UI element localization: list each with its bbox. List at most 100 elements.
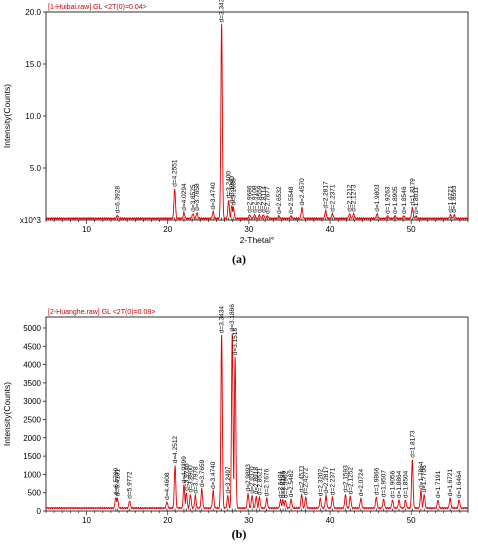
peak-label: d=2.6532 xyxy=(276,186,283,214)
peak-label: d=1.9803 xyxy=(374,184,381,212)
peak-label: d=2.6185 xyxy=(280,470,287,498)
peak-label: d=1.6721 xyxy=(447,469,454,497)
peak-label: d=4.2551 xyxy=(172,159,179,187)
peak-label: d=1.9866 xyxy=(373,467,380,495)
y-tick-label: 4000 xyxy=(23,361,41,370)
peak-label: d=1.9056 xyxy=(390,470,397,498)
chart-header: [2-Huanghe.raw] GL <2T(0)=0.08> xyxy=(48,309,155,316)
peak-label: d=1.6464 xyxy=(456,470,463,498)
y-tick-label: 4500 xyxy=(23,342,41,351)
peak-label: d=1.6721 xyxy=(448,185,455,213)
x-tick-label: 10 xyxy=(82,516,91,525)
peak-label: d=2.1273 xyxy=(351,184,358,212)
x-tick-label: 20 xyxy=(163,516,172,525)
peak-label: d=3.7978 xyxy=(192,466,199,494)
y-tick-label: 15.0 xyxy=(25,60,41,69)
peak-label: d=2.4571 xyxy=(299,465,306,493)
peak-label: d=5.9772 xyxy=(127,471,134,499)
diffraction-pattern-line xyxy=(45,23,469,221)
x-tick-label: 40 xyxy=(326,516,335,525)
peak-label: d=2.5482 xyxy=(288,470,295,498)
peak-label: d=4.0294 xyxy=(181,183,188,211)
peak-label: d=2.9893 xyxy=(245,464,252,492)
peak-label: d=2.9370 xyxy=(249,466,256,494)
peak-label: d=2.4272 xyxy=(303,467,310,495)
x-tick-label: 20 xyxy=(163,225,172,234)
peak-label: d=2.5962 xyxy=(282,470,289,498)
peak-label: d=1.6593 xyxy=(451,185,458,213)
panel-b: [2-Huanghe.raw] GL <2T(0)=0.08> 0 500 1000 1… xyxy=(0,275,478,550)
peak-label: d=1.7864 xyxy=(418,461,425,489)
peak-label: d=2.2371 xyxy=(329,467,336,495)
x-axis-title: 2-Thetal° xyxy=(240,235,275,245)
y-tick-label: 20.0 xyxy=(25,8,41,17)
peak-label: d=2.8114 xyxy=(260,186,267,213)
peak-label: d=2.8918 xyxy=(253,467,260,495)
peak-label: d=3.8900 xyxy=(187,465,194,493)
peak-label: d=2.7676 xyxy=(264,469,271,497)
panel-label-a: (a) xyxy=(232,252,246,266)
peak-label: d=2.2371 xyxy=(329,184,336,212)
y-tick-label: 3000 xyxy=(23,397,41,406)
x-tick-label: 30 xyxy=(244,516,253,525)
x-tick-label: 10 xyxy=(82,225,91,234)
diffraction-pattern-line xyxy=(45,333,469,510)
peak-label: d=2.2817 xyxy=(323,466,330,494)
peak-label: d=3.3434 xyxy=(219,0,226,22)
peak-label: d=2.6401 xyxy=(278,470,285,498)
peak-label: d=2.1252 xyxy=(347,467,354,495)
peak-label: d=1.8179 xyxy=(409,178,416,206)
peak-label: d=6.5799 xyxy=(113,467,120,495)
peak-label: d=2.7677 xyxy=(265,186,272,214)
y-axis-title: Intensity(Counts) xyxy=(2,84,12,148)
peak-label: d=3.1638 xyxy=(230,178,237,206)
panel-label-b: (b) xyxy=(231,527,247,541)
peak-label: d=3.1866 xyxy=(229,304,236,332)
peak-label: d=2.0724 xyxy=(358,469,365,497)
peak-label: d=3.2497 xyxy=(225,466,232,494)
peak-label: d=6.3928 xyxy=(114,186,121,214)
peak-label: d=2.2817 xyxy=(323,181,330,209)
peak-label: d=3.2400 xyxy=(226,171,233,199)
panel-a: [1-Huibai.raw] GL <2T(0)=0.04> 5.0 10.0 15.… xyxy=(2,0,469,266)
x-tick-label: 50 xyxy=(407,516,416,525)
peak-label: d=3.1518 xyxy=(232,328,239,356)
y-axis-title: Intensity(Counts) xyxy=(2,382,12,446)
peak-label: d=2.9686 xyxy=(247,185,254,213)
peak-label: d=4.0399 xyxy=(181,456,188,484)
peak-label: d=2.8521 xyxy=(256,467,263,495)
peak-label: d=1.8905 xyxy=(392,186,399,214)
xrd-chart-b: [2-Huanghe.raw] GL <2T(0)=0.08> 0 500 1000 1… xyxy=(2,304,469,525)
peak-label: d=1.9507 xyxy=(381,470,388,498)
peak-label: d=2.1212 xyxy=(347,184,354,212)
peak-label: d=4.4608 xyxy=(164,472,171,500)
peak-label: d=1.8504 xyxy=(403,470,410,498)
peak-label: d=2.1593 xyxy=(342,465,349,493)
peak-label: d=3.3434 xyxy=(219,306,226,334)
peak-label: d=1.7706 xyxy=(421,465,428,493)
x-tick-label: 40 xyxy=(326,225,335,234)
peak-label: d=3.9746 xyxy=(183,463,190,491)
peak-label: d=4.2512 xyxy=(172,436,179,464)
y-multiplier-label: x10^3 xyxy=(20,216,42,225)
peak-label: d=3.7658 xyxy=(194,183,201,211)
peak-label: d=1.8011 xyxy=(413,187,420,214)
peak-label: d=6.4181 xyxy=(114,469,121,497)
y-tick-label: 1500 xyxy=(23,452,41,461)
y-tick-label: 0 xyxy=(37,507,42,516)
peak-label: d=1.9263 xyxy=(385,186,392,214)
peak-label: d=2.4570 xyxy=(299,178,306,206)
y-tick-label: 500 xyxy=(28,489,42,498)
peak-label: d=2.3202 xyxy=(317,469,324,497)
peak-label: d=3.1940 xyxy=(229,176,236,204)
y-tick-label: 3500 xyxy=(23,379,41,388)
peak-label: d=1.8546 xyxy=(401,186,408,214)
peak-label: d=2.8559 xyxy=(256,185,263,213)
y-tick-label: 5000 xyxy=(23,324,41,333)
y-tick-label: 1000 xyxy=(23,470,41,479)
y-tick-label: 2500 xyxy=(23,415,41,424)
x-tick-label: 30 xyxy=(244,225,253,234)
y-tick-label: 5.0 xyxy=(30,164,42,173)
y-tick-label: 2000 xyxy=(23,434,41,443)
xrd-chart-a: [1-Huibai.raw] GL <2T(0)=0.04> 5.0 10.0 15.… xyxy=(2,0,469,245)
